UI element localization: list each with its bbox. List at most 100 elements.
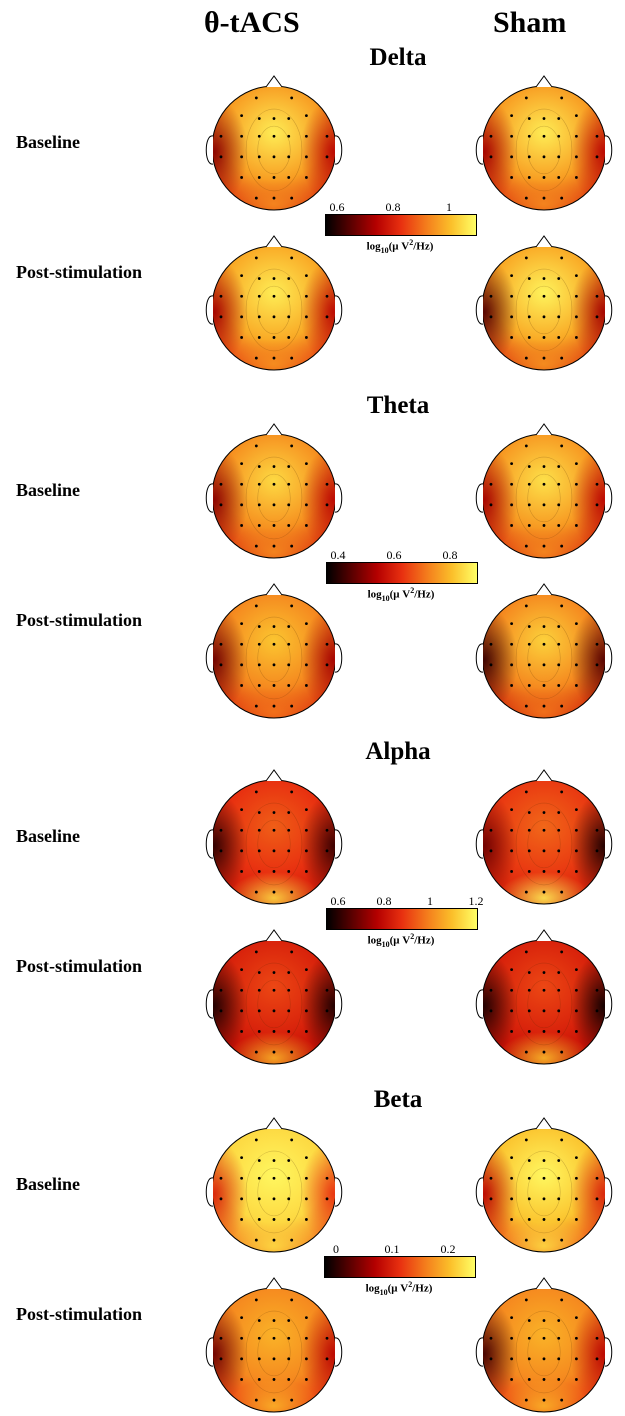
electrode-dot	[542, 828, 546, 832]
nose-outline	[265, 583, 283, 596]
electrode-dot	[287, 134, 291, 138]
nose-outline	[265, 769, 283, 782]
electrode-dot	[240, 315, 244, 319]
right-ear-outline	[604, 295, 613, 325]
nose-outline	[535, 423, 553, 436]
topomap-svg	[475, 929, 613, 1065]
topomap	[200, 1116, 348, 1256]
electrode-dot	[524, 1238, 528, 1242]
electrode-dot	[595, 134, 599, 138]
electrode-dot	[325, 1357, 329, 1361]
electrode-dot	[527, 1159, 531, 1162]
electrode-dot	[542, 336, 546, 339]
electrode-dot	[254, 950, 258, 954]
electrode-dot	[325, 1336, 329, 1340]
electrode-dot	[510, 1176, 514, 1180]
electrode-dot	[272, 811, 276, 814]
electrode-dot	[574, 828, 578, 832]
electrode-dot	[304, 114, 308, 118]
electrode-dot	[527, 1319, 531, 1322]
electrode-dot	[542, 870, 546, 873]
electrode-dot	[287, 1030, 291, 1033]
electrode-dot	[524, 256, 528, 260]
electrode-dot	[240, 1218, 244, 1221]
electrode-dot	[290, 1238, 294, 1242]
electrode-dot	[325, 849, 329, 853]
power-distribution	[482, 246, 606, 370]
electrode-dot	[542, 356, 546, 360]
left-ear-outline	[475, 829, 484, 859]
electrode-dot	[257, 1378, 261, 1381]
electrode-dot	[524, 1050, 528, 1054]
electrode-dot	[527, 482, 531, 486]
electrode-dot	[304, 1030, 308, 1033]
electrode-dot	[240, 114, 244, 118]
electrode-dot	[542, 1319, 546, 1322]
electrode-dot	[304, 1176, 308, 1180]
electrode-dot	[524, 1298, 528, 1302]
electrode-dot	[325, 828, 329, 832]
band-title-alpha: Alpha	[365, 738, 431, 765]
right-ear-outline	[604, 829, 613, 859]
colorbar-tick-label: 0.6	[386, 548, 402, 562]
electrode-dot	[240, 1316, 244, 1320]
topomap-svg	[205, 235, 343, 371]
electrode-dot	[542, 1378, 546, 1381]
electrode-dot	[489, 828, 493, 832]
electrode-dot	[542, 1030, 546, 1033]
electrode-dot	[560, 256, 564, 260]
electrode-dot	[304, 1197, 308, 1201]
electrode-dot	[595, 849, 599, 853]
electrode-dot	[272, 155, 276, 159]
left-ear-outline	[205, 1177, 214, 1207]
electrode-dot	[574, 1378, 578, 1381]
electrode-dot	[240, 176, 244, 179]
electrode-dot	[560, 790, 564, 794]
topomap-svg	[475, 75, 613, 211]
electrode-dot	[574, 684, 578, 687]
electrode-dot	[574, 1176, 578, 1180]
electrode-dot	[557, 155, 561, 159]
electrode-dot	[510, 1357, 514, 1361]
electrode-dot	[527, 828, 531, 832]
electrode-dot	[257, 294, 261, 298]
electrode-dot	[325, 503, 329, 507]
topomap	[200, 582, 348, 722]
electrode-dot	[574, 663, 578, 667]
electrode-dot	[595, 482, 599, 486]
electrode-dot	[304, 1336, 308, 1340]
electrode-dot	[254, 604, 258, 608]
electrode-dot	[254, 356, 258, 360]
electrode-dot	[257, 849, 261, 853]
row-label-baseline: Baseline	[16, 1174, 81, 1194]
electrode-dot	[219, 1357, 223, 1361]
nose-outline	[265, 423, 283, 436]
electrode-dot	[257, 134, 261, 138]
electrode-dot	[257, 1176, 261, 1180]
electrode-dot	[325, 155, 329, 159]
electrode-dot	[510, 622, 514, 626]
left-ear-outline	[475, 1177, 484, 1207]
topomap	[470, 582, 618, 722]
topomap	[200, 768, 348, 908]
electrode-dot	[257, 663, 261, 667]
electrode-dot	[527, 176, 531, 179]
electrode-dot	[257, 176, 261, 179]
electrode-dot	[304, 1316, 308, 1320]
electrode-dot	[257, 1159, 261, 1162]
left-ear-outline	[205, 829, 214, 859]
electrode-dot	[257, 1009, 261, 1013]
electrode-dot	[510, 684, 514, 687]
electrode-dot	[272, 482, 276, 486]
electrode-dot	[240, 1357, 244, 1361]
right-ear-outline	[604, 643, 613, 673]
electrode-dot	[304, 642, 308, 646]
electrode-dot	[527, 642, 531, 646]
electrode-dot	[524, 356, 528, 360]
electrode-dot	[240, 622, 244, 626]
electrode-dot	[287, 988, 291, 992]
electrode-dot	[287, 663, 291, 667]
electrode-dot	[557, 294, 561, 298]
nose-outline	[535, 583, 553, 596]
electrode-dot	[595, 503, 599, 507]
